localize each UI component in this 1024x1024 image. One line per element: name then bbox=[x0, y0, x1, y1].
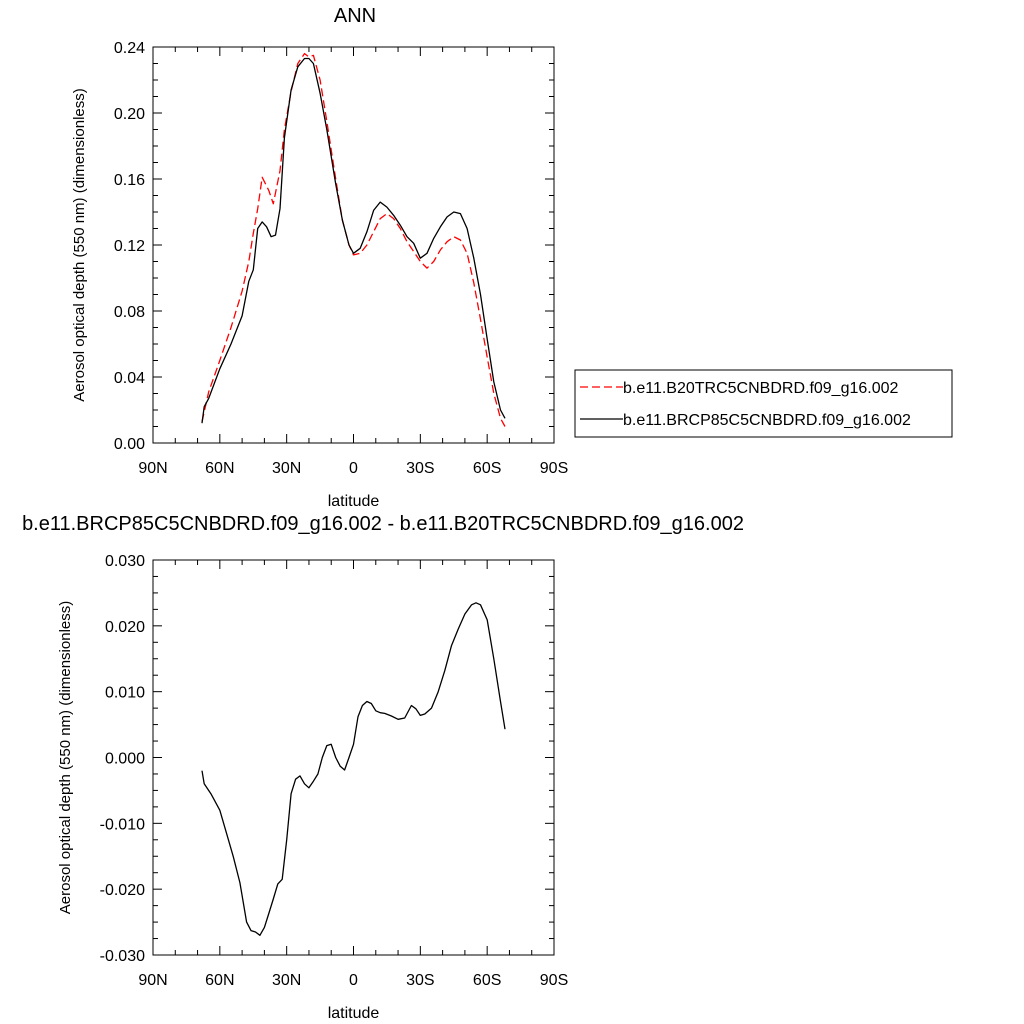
legend-entry-label: b.e11.B20TRC5CNBDRD.f09_g16.002 bbox=[623, 380, 899, 397]
y-tick-label: 0.16 bbox=[114, 172, 145, 189]
plot-frame bbox=[152, 559, 555, 956]
y-tick-label: 0.08 bbox=[114, 304, 145, 321]
y-tick-label: -0.030 bbox=[100, 948, 145, 965]
chart-title: ANN bbox=[334, 5, 376, 27]
y-tick-label: 0.030 bbox=[105, 553, 145, 570]
y-tick-label: 0.00 bbox=[114, 436, 145, 453]
series-line-2 bbox=[201, 57, 506, 424]
x-tick-label: 30N bbox=[272, 972, 301, 989]
legend: b.e11.B20TRC5CNBDRD.f09_g16.002 b.e11.BRC… bbox=[574, 369, 953, 438]
x-axis-label: latitude bbox=[328, 493, 380, 510]
y-axis-label: Aerosol optical depth (550 nm) (dimensio… bbox=[57, 601, 74, 914]
y-tick-label: 0.24 bbox=[114, 40, 145, 57]
y-tick-label: 0.010 bbox=[105, 685, 145, 702]
y-tick-label: -0.010 bbox=[100, 816, 145, 833]
top-panel-mean-aod: 90N 60N 30N 0 30S 60S 90S 0.00 0.04 0.08 0.12 0.16 0… bbox=[71, 5, 568, 510]
x-tick-label: 60N bbox=[205, 460, 234, 477]
x-tick-label: 60N bbox=[205, 972, 234, 989]
y-tick-label: 0.20 bbox=[114, 106, 145, 123]
x-tick-label: 60S bbox=[473, 460, 501, 477]
x-axis-label: latitude bbox=[328, 1005, 380, 1022]
chart-title: b.e11.BRCP85C5CNBDRD.f09_g16.002 - b.e11… bbox=[22, 513, 744, 535]
x-tick-label: 90S bbox=[540, 972, 568, 989]
y-tick-label: -0.020 bbox=[100, 882, 145, 899]
x-tick-label: 30N bbox=[272, 460, 301, 477]
bottom-panel-difference-aod: 90N 60N 30N 0 30S 60S 90S -0.030 -0.020 -0.010 0.0… bbox=[22, 513, 744, 1022]
x-tick-label: 30S bbox=[406, 972, 434, 989]
legend-box bbox=[574, 369, 953, 438]
series-line-1 bbox=[201, 602, 506, 936]
x-tick-label: 90S bbox=[540, 460, 568, 477]
y-tick-label: 0.04 bbox=[114, 370, 145, 387]
x-tick-label: 30S bbox=[406, 460, 434, 477]
y-tick-label: 0.020 bbox=[105, 619, 145, 636]
x-tick-label: 90N bbox=[138, 460, 167, 477]
legend-entry-label: b.e11.BRCP85C5CNBDRD.f09_g16.002 bbox=[623, 412, 911, 429]
x-tick-label: 0 bbox=[349, 972, 358, 989]
series-line-1 bbox=[201, 52, 506, 427]
y-tick-label: 0.000 bbox=[105, 751, 145, 768]
x-tick-label: 60S bbox=[473, 972, 501, 989]
x-tick-label: 90N bbox=[138, 972, 167, 989]
x-tick-label: 0 bbox=[349, 460, 358, 477]
y-tick-label: 0.12 bbox=[114, 238, 145, 255]
y-axis-label: Aerosol optical depth (550 nm) (dimensio… bbox=[71, 88, 88, 401]
